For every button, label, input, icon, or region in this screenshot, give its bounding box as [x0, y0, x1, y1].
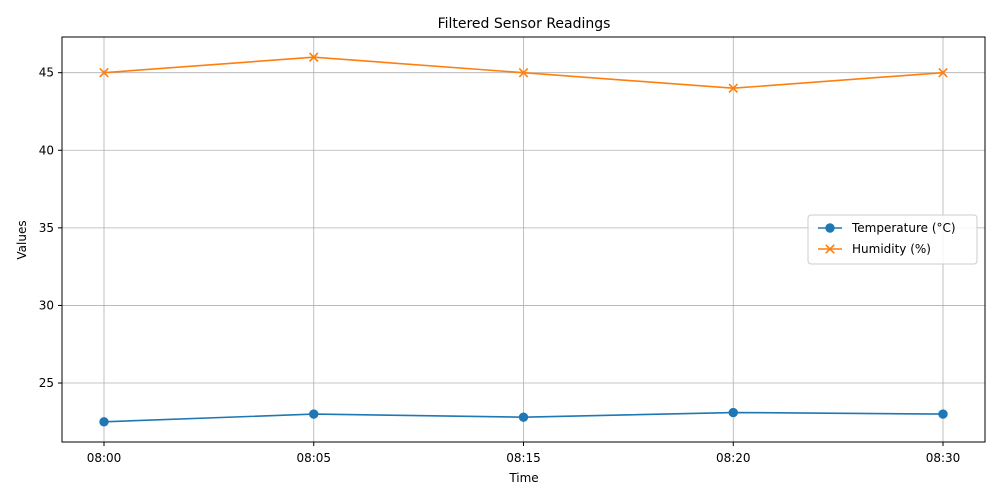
x-tick-label: 08:05	[296, 451, 331, 465]
series-1	[99, 52, 948, 93]
y-tick-label: 40	[39, 143, 54, 157]
y-axis-label: Values	[15, 220, 29, 259]
legend-marker	[825, 223, 835, 233]
data-point	[728, 407, 738, 418]
x-tick-label: 08:15	[506, 451, 541, 465]
legend-label: Humidity (%)	[852, 242, 931, 256]
legend: Temperature (°C) Humidity (%)	[807, 214, 978, 265]
legend-label: Temperature (°C)	[851, 221, 956, 235]
y-tick-label: 35	[39, 221, 54, 235]
data-point	[728, 83, 739, 93]
series-layer	[99, 52, 948, 427]
y-tick-label: 45	[39, 66, 54, 80]
data-point	[938, 409, 948, 419]
data-point	[518, 412, 529, 422]
y-tick-label: 30	[39, 298, 54, 312]
data-point	[518, 67, 529, 78]
data-point	[308, 52, 319, 62]
x-tick-label: 08:30	[926, 451, 961, 465]
legend-box	[807, 214, 978, 265]
y-tick-label: 25	[39, 376, 54, 390]
chart-title: Filtered Sensor Readings	[438, 16, 611, 32]
data-point	[99, 417, 109, 427]
data-point	[99, 67, 109, 78]
tick-marks: 08:00 08:05 08:15 08:20 08:30 25 30 35 40 45	[39, 66, 961, 465]
series-0	[99, 407, 948, 427]
x-axis-label: Time	[508, 471, 538, 485]
x-tick-label: 08:20	[716, 451, 751, 465]
x-tick-label: 08:00	[87, 451, 122, 465]
data-point	[938, 67, 948, 78]
data-point	[309, 409, 319, 419]
legend-marker	[825, 244, 835, 254]
